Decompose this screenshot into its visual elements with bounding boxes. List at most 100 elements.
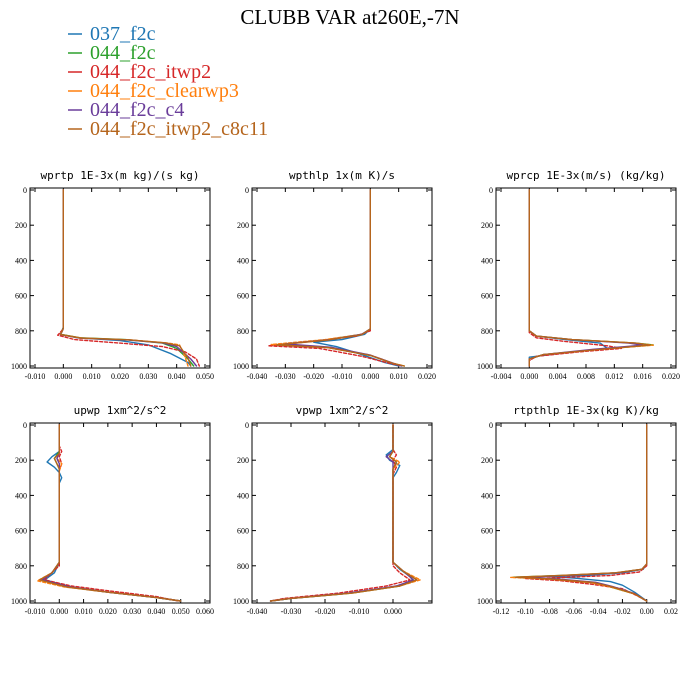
series-line bbox=[41, 424, 182, 602]
panel-title: vpwp 1xm^2/s^2 bbox=[296, 404, 389, 417]
y-tick-label: 200 bbox=[237, 456, 249, 465]
x-tick-label: 0.030 bbox=[123, 607, 141, 616]
x-tick-label: 0.060 bbox=[196, 607, 214, 616]
y-tick-label: 1000 bbox=[477, 362, 493, 371]
y-tick-label: 800 bbox=[237, 327, 249, 336]
x-tick-label: -0.040 bbox=[247, 607, 268, 616]
y-tick-label: 400 bbox=[237, 256, 249, 265]
x-tick-label: 0.012 bbox=[605, 372, 623, 381]
x-tick-label: 0.016 bbox=[634, 372, 652, 381]
x-tick-label: -0.020 bbox=[303, 372, 324, 381]
y-tick-label: 200 bbox=[15, 456, 27, 465]
chart-panel: upwp 1xm^2/s^2 0 200 400 600 800 1000-0.010 0.0… bbox=[11, 404, 214, 616]
chart-panel: rtpthlp 1E-3x(kg K)/kg02004006008001000-… bbox=[477, 404, 678, 616]
x-tick-label: 0.004 bbox=[549, 372, 567, 381]
panel-title: upwp 1xm^2/s^2 bbox=[74, 404, 167, 417]
y-tick-label: 400 bbox=[237, 491, 249, 500]
y-tick-label: 800 bbox=[481, 327, 493, 336]
legend-item: 044_f2c_itwp2 bbox=[68, 61, 211, 83]
x-tick-label: 0.008 bbox=[577, 372, 595, 381]
series-line bbox=[269, 424, 421, 602]
chart-panel: wprcp 1E-3x(m/s) (kg/kg) 0 200 400 600 800 100… bbox=[477, 169, 680, 381]
y-tick-label: 200 bbox=[481, 221, 493, 230]
y-tick-label: 1000 bbox=[11, 362, 27, 371]
x-tick-label: -0.10 bbox=[517, 607, 534, 616]
y-tick-label: 400 bbox=[481, 491, 493, 500]
y-tick-label: 1000 bbox=[11, 597, 27, 606]
x-tick-label: 0.020 bbox=[662, 372, 680, 381]
y-tick-label: 0 bbox=[245, 186, 249, 195]
x-tick-label: 0.020 bbox=[418, 372, 436, 381]
y-tick-label: 600 bbox=[237, 527, 249, 536]
x-tick-label: 0.050 bbox=[196, 372, 214, 381]
chart-panels: wprtp 1E-3x(m kg)/(s kg) 0 200 400 600 800 100… bbox=[11, 169, 680, 616]
x-tick-label: 0.02 bbox=[664, 607, 678, 616]
x-tick-label: 0.050 bbox=[172, 607, 190, 616]
x-tick-label: 0.010 bbox=[75, 607, 93, 616]
legend-item: 044_f2c bbox=[68, 42, 156, 64]
x-tick-label: 0.000 bbox=[54, 372, 72, 381]
legend-item: 044_f2c_clearwp3 bbox=[68, 80, 239, 102]
legend-label: 037_f2c bbox=[90, 23, 156, 45]
y-tick-label: 0 bbox=[23, 421, 27, 430]
x-tick-label: 0.000 bbox=[50, 607, 68, 616]
series-line bbox=[514, 424, 648, 602]
x-tick-label: 0.000 bbox=[361, 372, 379, 381]
y-tick-label: 200 bbox=[481, 456, 493, 465]
y-tick-label: 1000 bbox=[233, 597, 249, 606]
x-tick-label: -0.010 bbox=[25, 372, 46, 381]
y-tick-label: 400 bbox=[15, 491, 27, 500]
chart-panel: wprtp 1E-3x(m kg)/(s kg) 0 200 400 600 800 100… bbox=[11, 169, 214, 381]
x-tick-label: -0.04 bbox=[590, 607, 607, 616]
x-tick-label: 0.020 bbox=[99, 607, 117, 616]
x-tick-label: -0.010 bbox=[349, 607, 370, 616]
y-tick-label: 1000 bbox=[233, 362, 249, 371]
x-tick-label: 0.020 bbox=[111, 372, 129, 381]
y-tick-label: 800 bbox=[237, 562, 249, 571]
y-tick-label: 800 bbox=[15, 562, 27, 571]
legend-item: 037_f2c bbox=[68, 23, 156, 45]
y-tick-label: 0 bbox=[23, 186, 27, 195]
x-tick-label: -0.004 bbox=[491, 372, 512, 381]
panel-title: wprtp 1E-3x(m kg)/(s kg) bbox=[41, 169, 200, 182]
plot-frame bbox=[251, 187, 433, 369]
series-line bbox=[44, 424, 180, 602]
legend-label: 044_f2c_itwp2 bbox=[90, 61, 211, 83]
y-tick-label: 400 bbox=[15, 256, 27, 265]
x-tick-label: -0.020 bbox=[315, 607, 336, 616]
panel-title: rtpthlp 1E-3x(kg K)/kg bbox=[513, 404, 659, 417]
y-tick-label: 800 bbox=[15, 327, 27, 336]
x-tick-label: -0.08 bbox=[541, 607, 558, 616]
panel-title: wprcp 1E-3x(m/s) (kg/kg) bbox=[507, 169, 666, 182]
figure-title: CLUBB VAR at260E,-7N bbox=[240, 5, 459, 29]
y-tick-label: 0 bbox=[489, 186, 493, 195]
legend-item: 044_f2c_c4 bbox=[68, 99, 184, 121]
y-tick-label: 600 bbox=[481, 292, 493, 301]
series-line bbox=[528, 189, 651, 367]
legend-label: 044_f2c bbox=[90, 42, 156, 64]
y-tick-label: 600 bbox=[15, 527, 27, 536]
x-tick-label: 0.030 bbox=[139, 372, 157, 381]
x-tick-label: -0.010 bbox=[25, 607, 46, 616]
x-tick-label: -0.06 bbox=[566, 607, 583, 616]
x-tick-label: -0.12 bbox=[493, 607, 510, 616]
y-tick-label: 0 bbox=[489, 421, 493, 430]
series-line bbox=[269, 424, 415, 602]
legend-label: 044_f2c_itwp2_c8c11 bbox=[90, 118, 268, 140]
chart-panel: vpwp 1xm^2/s^2 0 200 400 600 800 1000-0.040 -0.… bbox=[233, 404, 433, 616]
legend-label: 044_f2c_clearwp3 bbox=[90, 80, 239, 102]
x-tick-label: 0.00 bbox=[640, 607, 654, 616]
plot-frame bbox=[29, 422, 211, 604]
x-tick-label: 0.010 bbox=[390, 372, 408, 381]
x-tick-label: -0.030 bbox=[281, 607, 302, 616]
series-line bbox=[269, 424, 418, 602]
x-tick-label: 0.040 bbox=[147, 607, 165, 616]
y-tick-label: 1000 bbox=[477, 597, 493, 606]
y-tick-label: 200 bbox=[15, 221, 27, 230]
x-tick-label: 0.000 bbox=[384, 607, 402, 616]
series-line bbox=[39, 424, 182, 602]
series-line bbox=[548, 424, 648, 602]
x-tick-label: -0.010 bbox=[332, 372, 353, 381]
series-line bbox=[269, 424, 411, 602]
